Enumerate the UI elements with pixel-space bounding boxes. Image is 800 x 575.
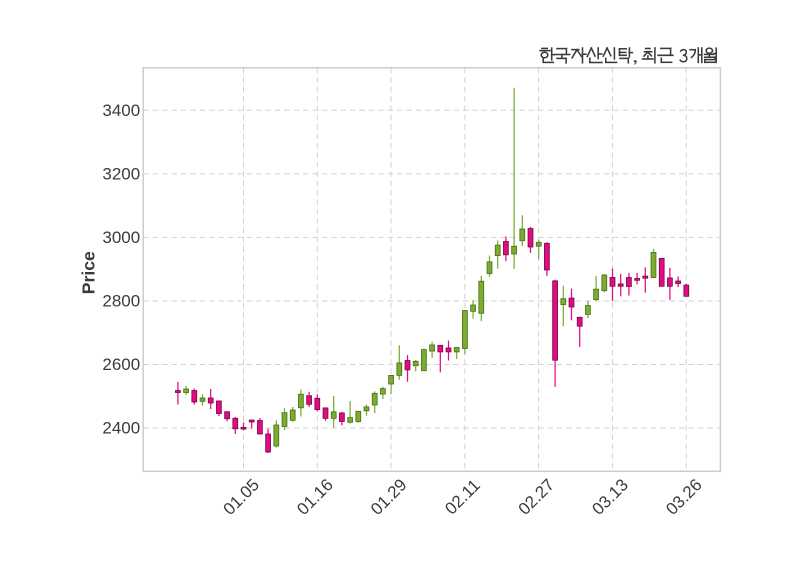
svg-text:2400: 2400 <box>102 419 140 438</box>
svg-text:2800: 2800 <box>102 292 140 311</box>
svg-text:Price: Price <box>79 251 99 294</box>
svg-text:3200: 3200 <box>102 164 140 183</box>
svg-text:3400: 3400 <box>102 101 140 120</box>
svg-text:2600: 2600 <box>102 355 140 374</box>
svg-text:3000: 3000 <box>102 228 140 247</box>
